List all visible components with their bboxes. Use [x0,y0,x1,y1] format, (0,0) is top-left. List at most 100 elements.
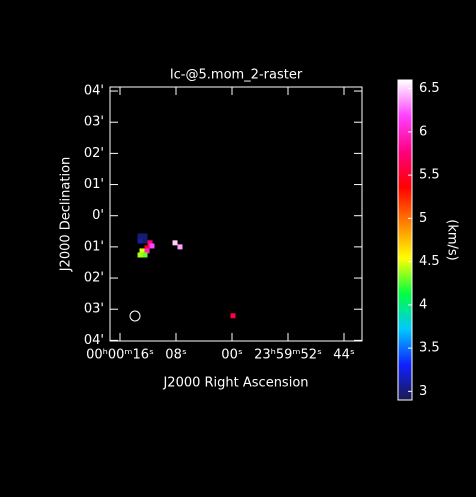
colorbar-segment [398,238,412,241]
colorbar-segment [398,200,412,203]
colorbar-tick-label: 5.5 [419,168,440,183]
colorbar-segment [398,272,412,275]
colorbar-segment [398,184,412,187]
colorbar-segment [398,258,412,261]
colorbar-segment [398,138,412,141]
colorbar-segment [398,246,412,249]
colorbar-segment [398,356,412,359]
colorbar-segment [398,132,412,135]
colorbar-segment [398,262,412,265]
x-tick-label: 00ʰ00ᵐ16ˢ [86,348,154,363]
colorbar-segment [398,90,412,93]
colorbar-segment [398,248,412,251]
colorbar-segment [398,114,412,117]
colorbar-segment [398,350,412,353]
colorbar-tick-label: 6 [419,124,427,139]
colorbar-segment [398,268,412,271]
pixel [172,240,178,246]
colorbar-segment [398,144,412,147]
colorbar-segment [398,156,412,159]
colorbar-segment [398,188,412,191]
colorbar-segment [398,128,412,131]
colorbar-segment [398,264,412,267]
colorbar-segment [398,204,412,207]
x-tick-label: 08ˢ [165,348,187,363]
colorbar-segment [398,352,412,355]
colorbar-segment [398,376,412,379]
colorbar-segment [398,346,412,349]
plot-frame [109,86,363,342]
colorbar-tick-label: 5 [419,211,427,226]
colorbar-segment [398,374,412,377]
colorbar-segment [398,292,412,295]
pixel [142,233,148,239]
colorbar-segment [398,312,412,315]
colorbar-segment [398,256,412,259]
colorbar-segment [398,284,412,287]
colorbar-segment [398,302,412,305]
colorbar-segment [398,206,412,209]
pixel [149,243,155,249]
colorbar-segment [398,176,412,179]
colorbar-segment [398,362,412,365]
colorbar-segment [398,80,412,83]
colorbar-segment [398,170,412,173]
colorbar-segment [398,146,412,149]
colorbar-segment [398,250,412,253]
colorbar-segment [398,278,412,281]
y-tick-label: 02' [84,271,104,286]
colorbar-segment [398,174,412,177]
colorbar-segment [398,106,412,109]
colorbar-segment [398,108,412,111]
colorbar-segment [398,98,412,101]
colorbar-segment [398,328,412,331]
colorbar-segment [398,384,412,387]
colorbar-segment [398,182,412,185]
colorbar-segment [398,120,412,123]
pixel [142,238,148,244]
colorbar-segment [398,360,412,363]
colorbar-segment [398,348,412,351]
colorbar-segment [398,208,412,211]
colorbar-segment [398,396,412,399]
colorbar-segment [398,110,412,113]
colorbar-segment [398,282,412,285]
pixel [139,248,145,254]
colorbar-segment [398,270,412,273]
colorbar-segment [398,172,412,175]
colorbar-segment [398,242,412,245]
colorbar-segment [398,236,412,239]
colorbar-segment [398,370,412,373]
colorbar-segment [398,100,412,103]
colorbar-segment [398,216,412,219]
colorbar-segment [398,300,412,303]
colorbar-segment [398,160,412,163]
pixel [144,245,150,251]
colorbar-segment [398,386,412,389]
colorbar-segment [398,134,412,137]
colorbar-segment [398,126,412,129]
colorbar-segment [398,86,412,89]
colorbar-segment [398,148,412,151]
colorbar-segment [398,340,412,343]
y-axis-label: J2000 Declination [59,157,74,273]
colorbar-segment [398,218,412,221]
y-tick-label: 0' [92,208,104,223]
colorbar-segment [398,354,412,357]
colorbar-segment [398,372,412,375]
pixel [137,233,143,239]
colorbar-segment [398,306,412,309]
colorbar-segment [398,140,412,143]
colorbar-segment [398,320,412,323]
colorbar-segment [398,226,412,229]
y-tick-label: 02' [84,146,104,161]
colorbar-segment [398,230,412,233]
colorbar-tick-label: 3.5 [419,341,440,356]
colorbar-segment [398,116,412,119]
colorbar-segment [398,378,412,381]
x-tick-label: 00ˢ [221,348,243,363]
pixel [144,248,150,254]
colorbar-segment [398,82,412,85]
colorbar-segment [398,150,412,153]
